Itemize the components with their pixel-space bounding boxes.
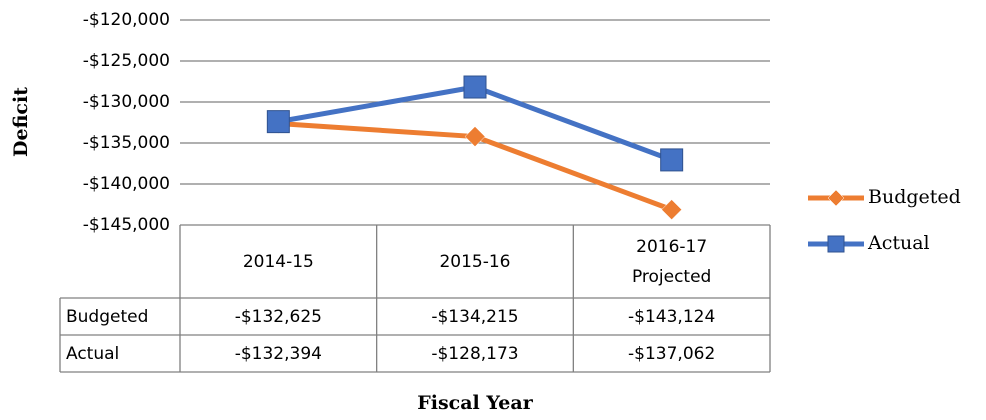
table-value: -$137,062 — [628, 343, 716, 364]
legend-marker — [827, 235, 845, 253]
point — [661, 199, 683, 220]
y-axis-title: Deficit — [10, 87, 32, 157]
table-value: -$132,394 — [234, 343, 322, 364]
x-tick-label: 2016-17 Projected — [631, 236, 712, 287]
table-value: -$134,215 — [431, 306, 519, 327]
x-axis-title: Fiscal Year — [417, 392, 533, 414]
table-value: -$143,124 — [628, 306, 716, 327]
table-row-header: Budgeted — [66, 306, 149, 327]
table-value: -$128,173 — [431, 343, 519, 364]
legend-label: Budgeted — [868, 186, 961, 208]
y-tick-label: -$145,000 — [83, 215, 170, 235]
y-tick-label: -$130,000 — [83, 92, 170, 112]
point — [464, 126, 486, 147]
point — [660, 148, 684, 172]
y-tick-label: -$140,000 — [83, 174, 170, 194]
y-tick-label: -$135,000 — [83, 133, 170, 153]
legend-label: Actual — [867, 232, 930, 254]
point — [266, 110, 290, 134]
x-tick-label: 2014-15 — [242, 251, 314, 272]
x-tick-label: 2015-16 — [439, 251, 511, 272]
legend-marker — [827, 189, 845, 207]
point — [463, 75, 487, 99]
table-value: -$132,625 — [234, 306, 322, 327]
y-tick-label: -$125,000 — [83, 51, 170, 71]
y-tick-label: -$120,000 — [83, 10, 170, 30]
table-row-header: Actual — [66, 343, 120, 364]
